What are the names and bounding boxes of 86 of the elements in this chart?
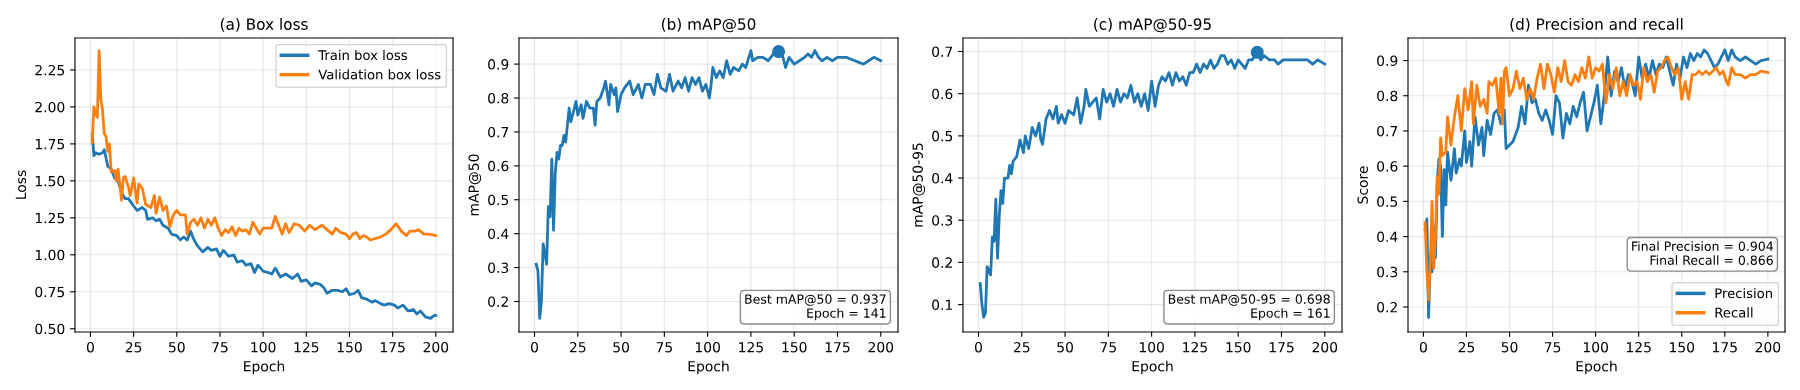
x-axis-title: Epoch: [244, 360, 285, 375]
x-tick-label: 100: [251, 341, 276, 353]
x-tick-label: 25: [125, 341, 142, 353]
x-tick-label: 175: [380, 342, 405, 353]
x-tick-label: 175: [1713, 342, 1737, 353]
y-tick-label: 0.6: [932, 88, 953, 100]
x-tick-label: 75: [1100, 342, 1116, 353]
x-tick-label: 0: [1419, 341, 1427, 353]
x-tick-label: 150: [782, 341, 807, 353]
x-tick-label: 150: [1670, 341, 1695, 353]
legend-label: Precision: [1715, 287, 1773, 299]
y-axis-title: mAP@50: [468, 154, 482, 216]
chart-title: (c) mAP@50-95: [1094, 18, 1211, 33]
x-tick-label: 0: [974, 341, 982, 353]
x-tick-label: 150: [337, 341, 362, 353]
y-tick-label: 2.00: [35, 101, 65, 113]
y-tick-label: 0.7: [932, 46, 953, 57]
y-tick-label: 0.5: [1377, 196, 1398, 207]
chart-title: (b) mAP@50: [661, 18, 756, 33]
y-axis-title: Score: [1357, 166, 1368, 204]
y-tick-label: 0.3: [932, 215, 953, 226]
annotation: Best mAP@50-95 = 0.698 Epoch = 161: [1168, 294, 1330, 321]
x-tick-label: 50: [169, 341, 185, 353]
x-tick-label: 50: [1501, 341, 1518, 353]
y-tick-label: 0.3: [1377, 266, 1398, 278]
x-tick-label: 25: [1458, 341, 1475, 353]
x-tick-label: 125: [294, 341, 319, 353]
y-tick-label: 0.5: [488, 194, 509, 206]
y-tick-label: 1.25: [35, 212, 65, 224]
legend-label: Recall: [1715, 307, 1753, 318]
x-tick-label: 175: [1269, 342, 1294, 353]
y-tick-label: 0.8: [1377, 90, 1398, 102]
x-tick-label: 200: [1312, 341, 1338, 353]
chart-title: (d) Precision and recall: [1510, 18, 1683, 32]
y-tick-label: 0.9: [1377, 55, 1398, 67]
x-tick-label: 200: [423, 341, 449, 353]
y-tick-label: 0.2: [488, 296, 508, 307]
y-tick-label: 1.50: [35, 175, 65, 187]
y-tick-label: 0.7: [488, 126, 509, 138]
legend-label: Validation box loss: [318, 69, 441, 80]
x-tick-label: 25: [1013, 341, 1030, 353]
x-tick-label: 75: [212, 342, 228, 353]
x-tick-label: 0: [530, 341, 538, 353]
y-tick-label: 2.25: [35, 64, 65, 76]
x-tick-label: 25: [569, 341, 586, 353]
x-tick-label: 175: [825, 342, 850, 353]
y-tick-label: 0.4: [488, 228, 509, 240]
x-tick-label: 125: [739, 341, 763, 353]
y-tick-label: 0.6: [1377, 161, 1398, 172]
x-tick-label: 50: [1057, 341, 1073, 353]
y-tick-label: 1.75: [35, 139, 65, 150]
y-tick-label: 0.2: [932, 257, 952, 268]
x-tick-label: 50: [613, 341, 629, 353]
x-tick-label: 125: [1626, 341, 1651, 353]
y-tick-label: 0.3: [488, 262, 509, 274]
y-tick-label: 0.7: [1377, 125, 1398, 137]
y-tick-label: 0.4: [1377, 231, 1398, 243]
y-tick-label: 0.9: [488, 59, 509, 70]
x-axis-title: Epoch: [1576, 360, 1617, 375]
annotation: Best mAP@50 = 0.937 Epoch = 141: [745, 294, 886, 321]
x-tick-label: 75: [656, 342, 672, 353]
x-tick-label: 75: [1544, 342, 1561, 353]
x-tick-label: 150: [1226, 341, 1251, 353]
y-tick-label: 0.8: [488, 92, 509, 104]
y-axis-title: mAP@50-95: [912, 143, 926, 227]
y-axis-title: Loss: [15, 170, 27, 199]
x-axis-title: Epoch: [1132, 360, 1173, 375]
x-tick-label: 0: [86, 341, 94, 353]
annotation: Final Precision = 0.904 Final Recall = 0.866: [1632, 241, 1773, 265]
y-tick-label: 0.75: [35, 286, 65, 298]
y-tick-label: 0.50: [35, 323, 65, 335]
y-tick-label: 0.1: [932, 299, 952, 311]
x-tick-label: 100: [695, 341, 720, 353]
y-tick-label: 0.5: [932, 130, 953, 142]
x-tick-label: 100: [1583, 341, 1608, 353]
legend-label: Train box loss: [318, 49, 407, 61]
chart-title: (a) Box loss: [220, 18, 308, 32]
x-axis-title: Epoch: [688, 360, 729, 375]
x-tick-label: 200: [868, 341, 894, 353]
y-tick-label: 0.6: [488, 160, 509, 172]
y-tick-label: 1.00: [35, 249, 65, 261]
y-tick-label: 0.4: [932, 173, 953, 184]
x-tick-label: 100: [1139, 341, 1164, 353]
x-tick-label: 125: [1183, 341, 1207, 353]
y-tick-label: 0.2: [1377, 301, 1397, 313]
x-tick-label: 200: [1755, 341, 1781, 353]
